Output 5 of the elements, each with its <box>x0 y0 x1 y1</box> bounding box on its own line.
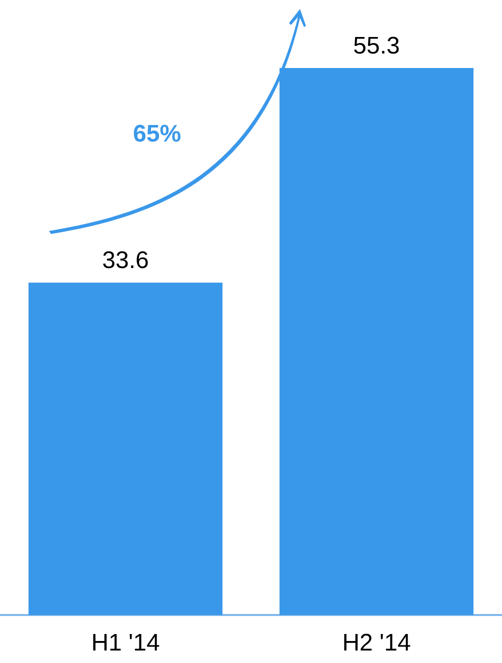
x-tick-label: H2 '14 <box>342 630 411 656</box>
annotation: 65% <box>133 120 182 148</box>
data-label: 33.6 <box>102 247 149 274</box>
x-tick-label: H1 '14 <box>91 630 160 656</box>
data-label: 55.3 <box>353 32 400 60</box>
